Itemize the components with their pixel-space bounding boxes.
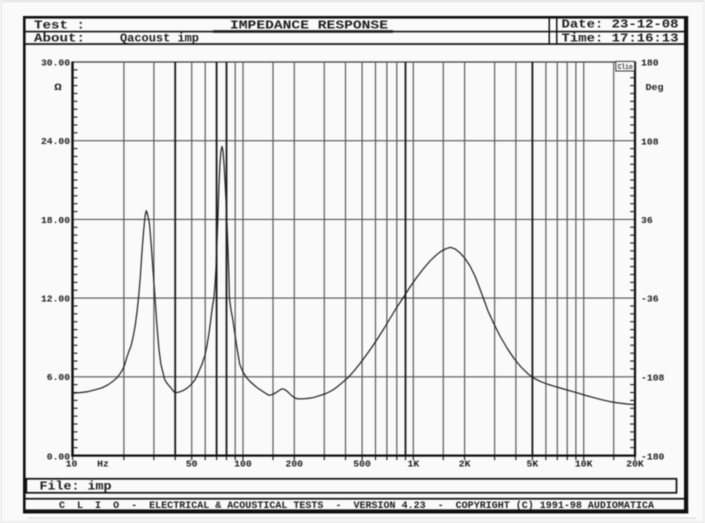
svg-text:500: 500 xyxy=(353,458,371,469)
svg-text:36: 36 xyxy=(641,215,653,226)
svg-text:10: 10 xyxy=(66,458,78,469)
svg-text:0.00: 0.00 xyxy=(47,452,70,463)
svg-text:200: 200 xyxy=(285,458,303,469)
svg-text:C L I O - ELECTRICAL & AC: C L I O - ELECTRICAL & ACOUSTICAL TESTS … xyxy=(59,500,654,512)
svg-text:About:: About: xyxy=(34,33,85,46)
svg-text:5K: 5K xyxy=(527,458,539,469)
svg-text:Hz: Hz xyxy=(97,458,109,469)
svg-text:2K: 2K xyxy=(459,458,471,469)
svg-text:Time: 17:16:13: Time: 17:16:13 xyxy=(562,32,679,45)
svg-text:18.00: 18.00 xyxy=(41,215,70,226)
svg-text:12.00: 12.00 xyxy=(41,294,70,305)
svg-text:Test :: Test : xyxy=(34,19,85,32)
svg-text:24.00: 24.00 xyxy=(41,136,70,147)
svg-text:10K: 10K xyxy=(575,458,593,469)
svg-text:Date: 23-12-08: Date: 23-12-08 xyxy=(562,19,679,32)
svg-text:100: 100 xyxy=(234,458,252,469)
svg-text:Ω: Ω xyxy=(54,82,62,94)
svg-text:Deg: Deg xyxy=(646,82,664,93)
svg-text:Clio: Clio xyxy=(618,64,633,72)
svg-text:180: 180 xyxy=(641,58,659,69)
svg-text:1K: 1K xyxy=(407,458,419,469)
svg-text:50: 50 xyxy=(186,458,198,469)
svg-text:30.00: 30.00 xyxy=(41,57,70,68)
svg-text:File: imp: File: imp xyxy=(40,481,112,494)
svg-text:6.00: 6.00 xyxy=(47,372,70,383)
svg-text:-180: -180 xyxy=(641,452,665,463)
svg-text:IMPEDANCE RESPONSE: IMPEDANCE RESPONSE xyxy=(230,19,388,32)
svg-text:-108: -108 xyxy=(641,372,665,383)
svg-text:20K: 20K xyxy=(626,458,644,469)
svg-text:Qacoust imp: Qacoust imp xyxy=(120,33,199,46)
svg-text:-36: -36 xyxy=(641,294,659,305)
svg-text:108: 108 xyxy=(641,136,659,147)
